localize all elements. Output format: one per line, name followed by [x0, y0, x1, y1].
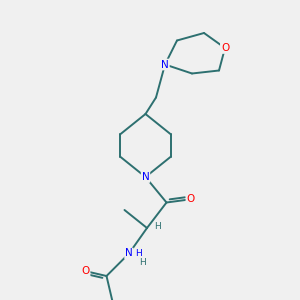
Text: O: O	[81, 266, 90, 277]
Text: H: H	[135, 249, 141, 258]
Text: N: N	[125, 248, 133, 259]
Text: N: N	[161, 59, 169, 70]
Text: O: O	[186, 194, 195, 205]
Text: H: H	[139, 258, 146, 267]
Text: O: O	[221, 43, 229, 53]
Text: H: H	[154, 222, 161, 231]
Text: N: N	[142, 172, 149, 182]
